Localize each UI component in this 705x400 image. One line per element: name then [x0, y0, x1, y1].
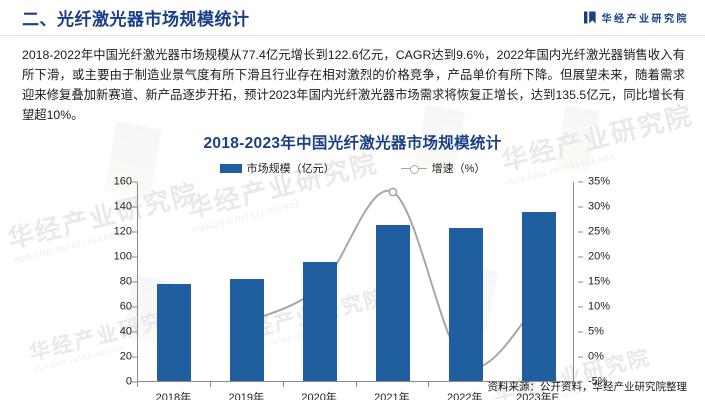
x-axis-tick	[428, 382, 430, 387]
page-title: 二、光纤激光器市场规模统计	[22, 10, 250, 29]
x-axis-tick	[574, 382, 575, 387]
x-axis-tick-label: 2021年	[374, 392, 410, 400]
legend-label-bar: 市场规模（亿元）	[246, 163, 335, 175]
y-axis-left-tick	[132, 231, 137, 233]
y-axis-right-tick-label: 10%	[588, 300, 611, 313]
bar[interactable]	[230, 278, 265, 381]
y-axis-right-tick	[578, 356, 583, 358]
legend-label-line: 增速（%）	[431, 163, 486, 175]
y-axis-left-tick-label: 40	[119, 325, 132, 338]
y-axis-left-tick-label: 80	[119, 275, 132, 288]
brand-name: 华经产业研究院	[601, 14, 689, 25]
y-axis-right-tick	[578, 281, 583, 283]
y-axis-left-tick-label: 140	[113, 200, 132, 213]
chart-legend: 市场规模（亿元） 增速（%）	[0, 160, 705, 176]
plot-region: 0 20 40 60 80 100 120 140 160 -5% 0% 5% 10% 15% 20% 25…	[0, 176, 705, 400]
bar[interactable]	[157, 284, 192, 381]
y-axis-left-tick-label: 60	[119, 300, 132, 313]
x-axis-tick-label: 2023年E	[516, 392, 559, 400]
y-axis-left-tick	[132, 206, 137, 208]
chart-title: 2018-2023年中国光纤激光器市场规模统计	[203, 135, 502, 152]
y-axis-right-tick	[578, 231, 583, 233]
x-axis-tick-label: 2020年	[301, 392, 337, 400]
y-axis-right: -5% 0% 5% 10% 15% 20% 25% 30% 35%	[578, 176, 626, 387]
line-data-point[interactable]	[388, 187, 398, 197]
y-axis-left-tick	[132, 381, 137, 383]
growth-line-layer	[242, 187, 543, 369]
y-axis-right-tick-label: 25%	[588, 225, 611, 238]
y-axis-right-tick	[578, 206, 583, 208]
y-axis-left-tick-label: 120	[113, 225, 132, 238]
x-axis: 2018年 2019年 2020年 2021年 2022年 2023年E	[137, 382, 575, 400]
legend-swatch-line-icon	[400, 163, 427, 174]
y-axis-left-tick	[132, 256, 137, 258]
y-axis-right-tick	[578, 306, 583, 308]
y-axis-right-tick	[578, 256, 583, 258]
legend-swatch-bar-icon	[219, 163, 242, 173]
y-axis-right-tick	[578, 331, 583, 333]
x-axis-tick	[137, 382, 138, 387]
brand-logo: 华经产业研究院	[583, 10, 690, 25]
x-axis-tick-label: 2022年	[447, 392, 483, 400]
plot-area	[137, 182, 574, 382]
y-axis-right-tick-label: 0%	[588, 350, 604, 363]
page-header: 二、光纤激光器市场规模统计 华经产业研究院	[0, 0, 705, 36]
bar[interactable]	[303, 262, 338, 381]
y-axis-left-tick-label: 100	[113, 250, 132, 263]
bar[interactable]	[521, 211, 556, 381]
legend-item-line[interactable]: 增速（%）	[400, 160, 486, 176]
y-axis-right-tick	[578, 181, 583, 183]
y-axis-left: 0 20 40 60 80 100 120 140 160	[96, 176, 137, 387]
legend-item-bar[interactable]: 市场规模（亿元）	[219, 160, 335, 176]
y-axis-right-tick-label: 35%	[588, 175, 611, 188]
x-axis-tick	[209, 382, 211, 387]
y-axis-right-tick-label: 30%	[588, 200, 611, 213]
y-axis-left-tick-label: 20	[119, 350, 132, 363]
x-axis-tick-label: 2018年	[155, 392, 192, 400]
x-axis-tick	[282, 382, 284, 387]
y-axis-right-tick-label: 20%	[588, 250, 611, 263]
y-axis-right-tick-label: 15%	[588, 275, 611, 288]
x-axis-tick	[501, 382, 503, 387]
x-axis-tick-label: 2019年	[228, 392, 264, 400]
y-axis-left-tick-label: 0	[125, 375, 132, 388]
summary-paragraph: 2018-2022年中国光纤激光器市场规模从77.4亿元增长到122.6亿元，C…	[22, 48, 685, 122]
y-axis-right-tick	[578, 381, 583, 383]
chart-container: 2018-2023年中国光纤激光器市场规模统计 市场规模（亿元） 增速（%） 0…	[0, 131, 705, 400]
source-note: 资料来源：公开资料，华经产业研究院整理	[487, 381, 688, 393]
y-axis-left-tick-label: 160	[113, 175, 132, 188]
y-axis-left-tick	[132, 356, 137, 358]
bar[interactable]	[375, 225, 410, 381]
book-mark-icon	[583, 11, 596, 24]
bar[interactable]	[448, 227, 483, 381]
y-axis-right-tick-label: -5%	[588, 375, 608, 388]
y-axis-right-tick-label: 5%	[588, 325, 604, 338]
x-axis-tick	[355, 382, 357, 387]
